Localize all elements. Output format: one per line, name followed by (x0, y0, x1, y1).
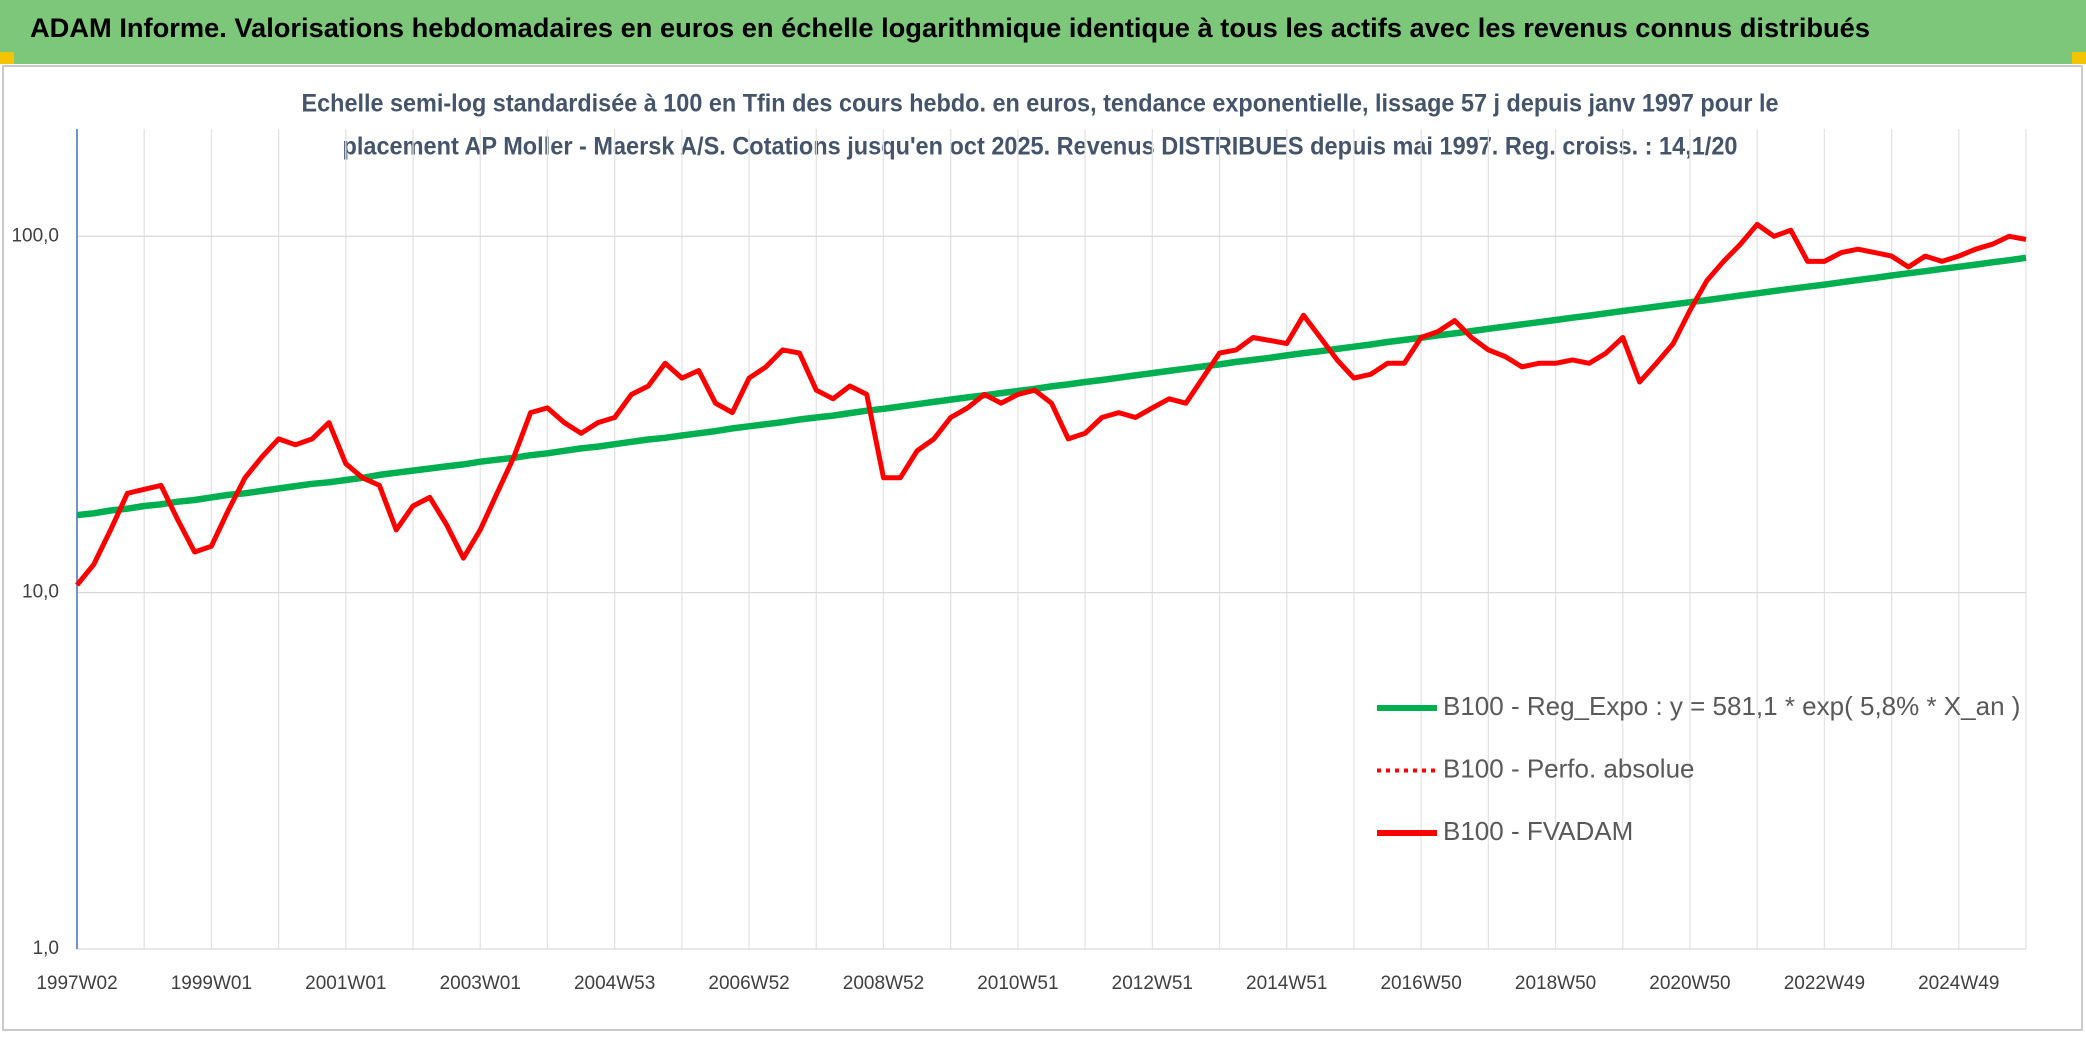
x-tick-label: 2014W51 (1246, 973, 1327, 994)
chart-subtitle: placement AP Moller - Maersk A/S. Cotati… (343, 133, 1738, 161)
x-tick-label: 2018W50 (1515, 973, 1596, 994)
x-tick-label: 2022W49 (1784, 973, 1865, 994)
x-tick-label: 2006W52 (708, 973, 789, 994)
x-tick-label: 2012W51 (1112, 973, 1193, 994)
x-tick-label: 2020W50 (1649, 973, 1730, 994)
y-tick-label: 10,0 (22, 582, 59, 603)
x-tick-label: 2016W50 (1380, 973, 1461, 994)
x-tick-label: 2004W53 (574, 973, 655, 994)
legend-label: B100 - Reg_Expo : y = 581,1 * exp( 5,8% … (1443, 691, 2020, 721)
series-line (75, 221, 2027, 587)
corner (2072, 52, 2086, 64)
x-tick-label: 2003W01 (440, 973, 521, 994)
chart-frame (2, 65, 2083, 1031)
x-tick-label: 2024W49 (1918, 973, 1999, 994)
y-tick-label: 1,0 (33, 938, 59, 959)
x-tick-label: 2010W51 (977, 973, 1058, 994)
legend-label: B100 - Perfo. absolue (1443, 753, 1695, 783)
x-tick-label: 1999W01 (171, 973, 252, 994)
x-tick-label: 1997W02 (36, 973, 117, 994)
corner (0, 52, 14, 64)
page-title: ADAM Informe. Valorisations hebdomadaire… (30, 13, 1870, 43)
x-tick-label: 2001W01 (305, 973, 386, 994)
series-line (76, 254, 2027, 519)
y-tick-label: 100,0 (11, 225, 59, 246)
x-tick-label: 2008W52 (843, 973, 924, 994)
chart-subtitle: Echelle semi-log standardisée à 100 en T… (302, 90, 1779, 118)
title-bar (0, 0, 2086, 64)
legend-label: B100 - FVADAM (1443, 816, 1633, 846)
